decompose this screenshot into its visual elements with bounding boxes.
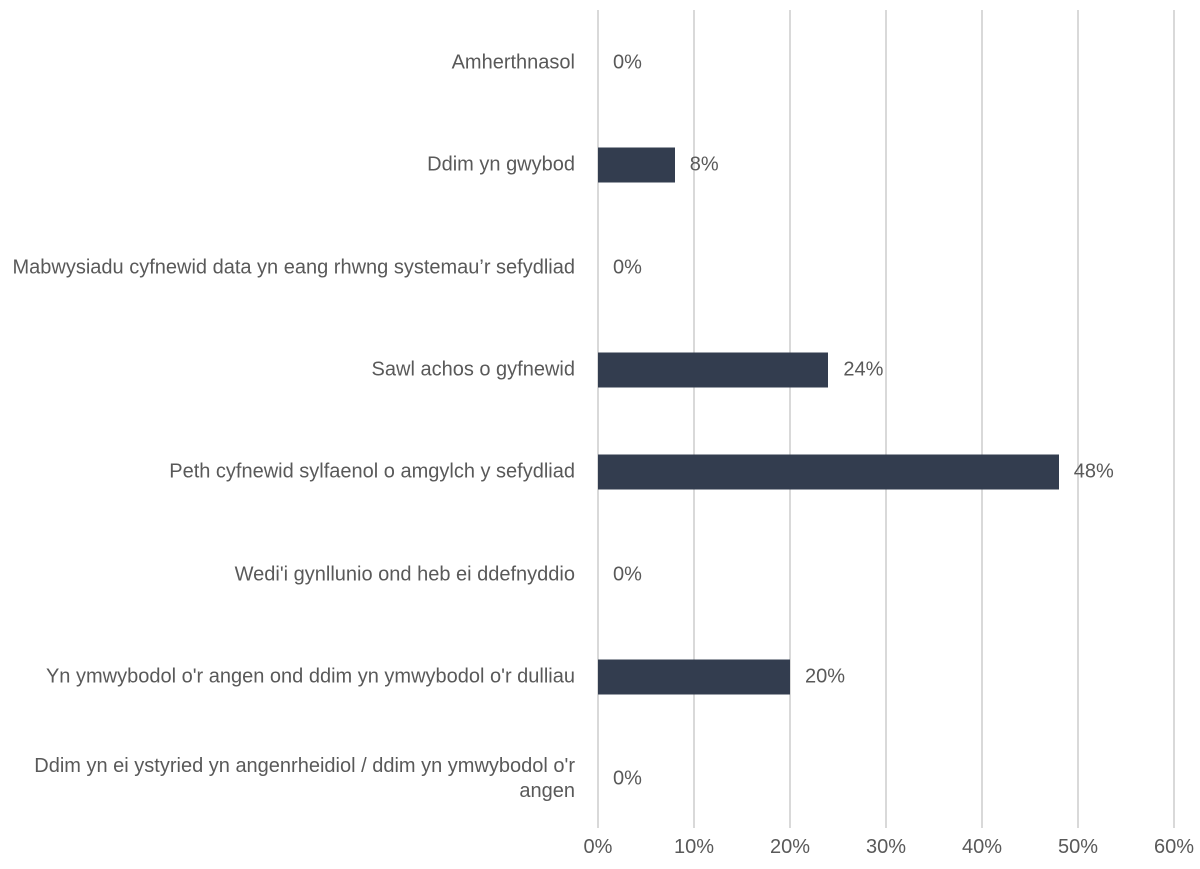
x-tick-label: 30% xyxy=(865,836,907,858)
bar xyxy=(598,454,1059,490)
value-label: 0% xyxy=(613,51,642,74)
value-label: 48% xyxy=(1073,460,1114,483)
value-label: 0% xyxy=(613,256,642,279)
x-tick-label: 40% xyxy=(961,836,1003,858)
category-label: Sawl achos o gyfnewid xyxy=(371,358,575,381)
grid-line xyxy=(981,10,983,828)
grid-line xyxy=(789,10,791,828)
category-label: Ddim yn gwybod xyxy=(427,153,575,176)
grid-line xyxy=(1077,10,1079,828)
value-label: 0% xyxy=(613,563,642,585)
x-tick-label: 50% xyxy=(1057,836,1099,858)
category-label: Wedi'i gynllunio ond heb ei ddefnyddio xyxy=(234,563,575,585)
category-label: Peth cyfnewid sylfaenol o amgylch y sefy… xyxy=(169,460,575,483)
category-label: Mabwysiadu cyfnewid data yn eang rhwng s… xyxy=(12,256,575,279)
value-label: 8% xyxy=(689,153,719,176)
x-tick-label: 10% xyxy=(673,836,715,858)
grid-line xyxy=(693,10,695,828)
bar xyxy=(598,659,790,695)
x-tick-label: 0% xyxy=(583,836,613,858)
bar xyxy=(598,352,829,388)
value-label: 20% xyxy=(805,665,846,688)
bar xyxy=(598,147,675,183)
grid-line xyxy=(1173,10,1175,828)
x-tick-label: 60% xyxy=(1153,836,1195,858)
value-label: 24% xyxy=(843,358,884,381)
grid-line xyxy=(597,10,599,828)
category-label: Yn ymwybodol o'r angen ond ddim yn ymwyb… xyxy=(45,665,575,688)
value-label: 0% xyxy=(613,767,642,790)
x-tick-label: 20% xyxy=(769,836,811,858)
category-label: Amherthnasol xyxy=(451,51,575,74)
category-label: Ddim yn ei ystyried yn angenrheidiol / d… xyxy=(34,755,575,803)
grid-line xyxy=(885,10,887,828)
